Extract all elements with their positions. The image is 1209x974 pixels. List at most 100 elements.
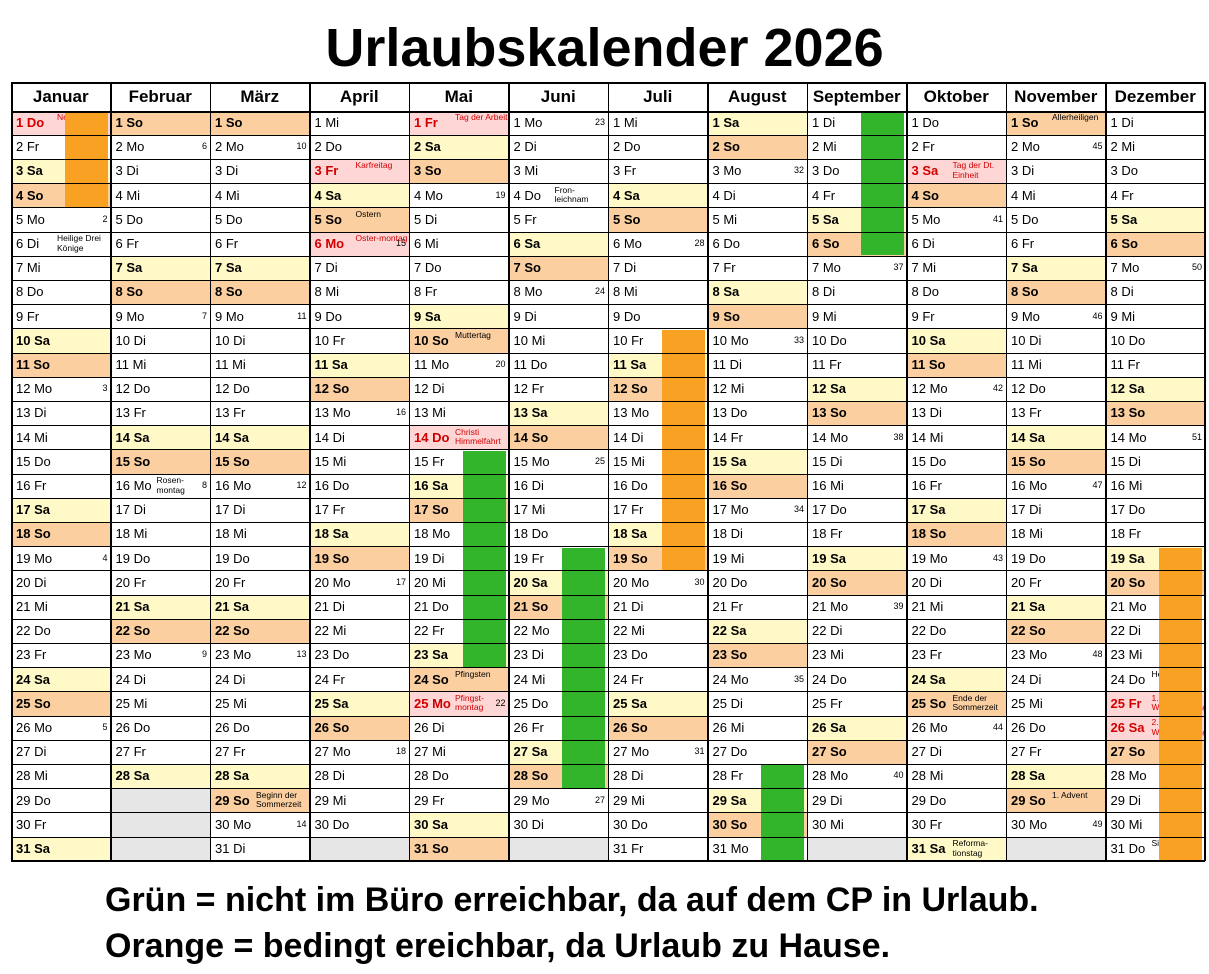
day-cell: 2 Di <box>509 135 609 159</box>
day-label: 7 Mo <box>812 260 841 276</box>
day-cell: 1 Mo 23 <box>509 111 609 135</box>
week-number: 33 <box>793 334 804 345</box>
day-cell: 19 Do <box>1006 547 1106 571</box>
day-label: 20 Fr <box>1011 574 1042 590</box>
day-cell: 12 Sa <box>807 377 907 402</box>
day-label: 28 Sa <box>215 768 249 784</box>
grid-hline <box>11 763 1205 765</box>
day-cell: 13 Sa <box>508 401 608 426</box>
day-cell: 19 Mi <box>708 547 808 571</box>
week-number: 49 <box>1092 818 1103 829</box>
day-cell: 9 Fr <box>907 305 1007 329</box>
day-cell: 16 Mi <box>1106 474 1206 498</box>
day-cell: 31 Di <box>210 837 310 861</box>
day-cell: 10 Sa <box>11 328 111 353</box>
day-label: 10 Fr <box>613 332 644 348</box>
day-label: 3 Di <box>115 163 139 179</box>
day-label: 13 Sa <box>513 405 548 421</box>
day-label: 20 Mo <box>613 574 650 590</box>
day-label: 6 Fr <box>115 236 139 251</box>
day-cell: 6 Fr <box>1006 232 1106 256</box>
day-label: 1 Mi <box>613 115 638 130</box>
day-cell: 25 Sa <box>608 691 708 716</box>
day-cell: 6 Mi <box>409 232 509 256</box>
day-label: 25 Do <box>513 695 549 711</box>
day-label: 16 Mo <box>115 478 152 493</box>
day-label: 21 Di <box>613 599 644 614</box>
day-cell: 3 Di <box>210 159 310 183</box>
day-label: 21 Di <box>314 599 345 614</box>
day-cell: 15 Fr <box>409 450 509 474</box>
day-label: 24 Di <box>115 671 146 687</box>
day-label: 19 Di <box>414 550 445 566</box>
day-label: 11 Mi <box>215 357 246 372</box>
day-label: 20 Mo <box>314 574 351 590</box>
day-label: 17 Sa <box>16 502 50 518</box>
day-label: 20 Di <box>911 574 942 590</box>
day-cell: 24 Sa <box>11 667 111 692</box>
day-label: 23 Mo <box>115 647 152 663</box>
day-cell: 13 Do <box>708 401 808 425</box>
day-label: 11 So <box>911 357 946 372</box>
day-cell: 11 Mi <box>1006 353 1106 377</box>
day-label: 20 Fr <box>115 574 146 590</box>
day-cell: 9 Mo 7 <box>111 305 211 329</box>
day-cell: 26 Mi <box>708 716 808 740</box>
day-label: 10 Mo <box>712 332 749 348</box>
day-cell: 18 Fr <box>807 522 907 546</box>
day-label: 15 Mo <box>513 453 550 469</box>
day-cell: 20 Fr <box>1006 571 1106 595</box>
day-label: 26 So <box>613 720 648 735</box>
day-cell: 4 Mi <box>111 184 211 208</box>
day-cell: 6 Sa <box>508 232 608 257</box>
day-cell: 5 So Ostern <box>309 207 409 232</box>
day-cell: 17 Sa <box>906 498 1006 523</box>
day-label: 2 Mi <box>812 139 837 155</box>
day-label: 1 Fr <box>414 115 438 130</box>
grid-hline <box>11 521 1205 523</box>
day-label: 26 Do <box>115 720 151 735</box>
day-cell: 18 Di <box>708 522 808 546</box>
day-label: 14 Fr <box>712 429 743 445</box>
day-cell: 23 Di <box>509 643 609 667</box>
month-header-9: September <box>812 87 901 106</box>
day-label: 30 Sa <box>414 816 448 832</box>
day-label: 13 Fr <box>215 405 246 421</box>
day-label: 29 Mi <box>613 792 645 808</box>
day-cell: 16 Mo 12 <box>210 474 310 498</box>
day-label: 28 Sa <box>1011 768 1045 784</box>
day-label: 26 Sa <box>1110 720 1145 735</box>
day-label: 7 Di <box>314 260 338 276</box>
day-cell: 30 Sa <box>409 812 509 837</box>
day-cell: 3 Mo 32 <box>708 159 808 183</box>
day-label: 25 So <box>16 695 51 711</box>
day-label: 5 Fr <box>513 211 537 227</box>
day-label: 14 Mo <box>812 429 849 445</box>
day-cell: 21 Di <box>608 595 708 619</box>
day-cell: 24 So Pfingsten <box>409 667 509 692</box>
day-cell: 3 Mi <box>509 159 609 183</box>
day-label: 24 Sa <box>16 671 50 687</box>
day-cell: 22 So <box>1006 619 1106 644</box>
day-label: 15 Mi <box>613 453 645 469</box>
day-cell: 22 Do <box>907 619 1007 643</box>
day-label: 3 Fr <box>314 163 339 179</box>
day-label: 9 Mi <box>812 308 837 324</box>
day-label: 21 Sa <box>215 599 249 614</box>
day-cell: 12 Do <box>111 377 211 401</box>
day-label: 30 Mi <box>812 816 844 832</box>
day-cell: 16 Fr <box>907 474 1007 498</box>
day-label: 7 Mi <box>911 260 937 276</box>
day-cell: 18 So <box>906 522 1006 547</box>
day-label: 28 So <box>513 768 549 784</box>
holiday-note: Reforma-tionstag <box>952 838 988 858</box>
day-label: 1 Di <box>1110 115 1134 130</box>
day-label: 13 Mi <box>414 405 446 421</box>
day-label: 8 Mi <box>613 284 638 300</box>
day-cell: 11 Di <box>708 353 808 377</box>
grid-vline <box>110 82 112 862</box>
week-number: 17 <box>395 576 406 587</box>
day-cell: 5 Di <box>409 208 509 232</box>
day-cell: 11 Fr <box>1106 353 1206 377</box>
day-label: 11 Mo <box>414 357 450 372</box>
